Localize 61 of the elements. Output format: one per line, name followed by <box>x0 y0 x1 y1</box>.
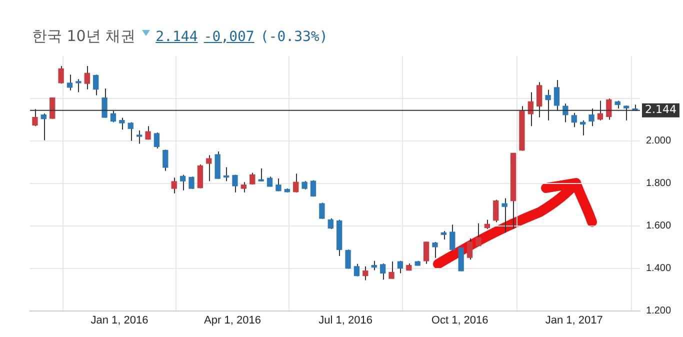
candlestick <box>258 168 264 182</box>
candlestick <box>397 260 404 274</box>
candlestick <box>58 65 64 84</box>
candlestick <box>40 113 46 141</box>
candlestick <box>276 178 282 192</box>
candlestick <box>136 130 142 144</box>
candlestick <box>571 112 577 128</box>
candlestick <box>476 222 482 247</box>
candlestick <box>362 266 368 281</box>
candlestick <box>380 262 386 280</box>
y-tick-label: 1.400 <box>646 263 672 274</box>
candlestick <box>180 174 186 191</box>
x-tick-label: Oct 1, 2016 <box>431 314 488 326</box>
candlestick <box>250 172 256 185</box>
candlestick <box>423 241 430 264</box>
candlestick <box>232 174 238 193</box>
candlestick <box>310 180 316 198</box>
candlestick <box>432 242 438 258</box>
candlestick <box>119 117 125 130</box>
candlestick <box>197 164 204 189</box>
candlestick <box>145 126 151 140</box>
candlestick <box>188 176 194 190</box>
candlestick <box>502 198 508 234</box>
candlestick <box>266 176 273 188</box>
candlestick <box>580 120 586 136</box>
candlestick <box>371 260 377 271</box>
candlestick <box>466 238 473 260</box>
candlestick <box>240 182 247 193</box>
candlestick <box>354 263 360 277</box>
candlestick <box>493 199 499 223</box>
candlestick <box>76 78 82 93</box>
candlestick <box>293 173 299 193</box>
text: -0,007 <box>204 28 254 44</box>
candlestick <box>206 154 212 182</box>
candlestick <box>128 122 134 142</box>
candlestick <box>458 246 464 272</box>
y-tick-label: 1.800 <box>646 178 672 190</box>
candlestick <box>154 132 160 149</box>
ref-line-label: 2.144 <box>644 103 676 116</box>
candlestick <box>223 166 230 182</box>
candlestick <box>345 249 351 270</box>
candlestick <box>162 149 168 172</box>
x-tick-label: Apr 1, 2016 <box>204 314 261 326</box>
candlestick <box>93 74 99 96</box>
y-tick-label: 2.000 <box>646 136 672 147</box>
text: 2.144 <box>156 28 198 44</box>
candlestick <box>484 219 490 230</box>
candlestick <box>319 202 325 220</box>
candlestick <box>66 74 73 91</box>
candlestick <box>171 177 177 194</box>
x-tick-label: Jul 1, 2016 <box>318 314 372 326</box>
candlestick <box>84 65 90 90</box>
y-tick-label: 1.600 <box>646 220 672 232</box>
candlestick <box>450 224 456 251</box>
x-tick-label: Jan 1, 2017 <box>545 314 603 326</box>
y-tick-label: 1.200 <box>646 306 672 317</box>
text: (-0.33%) <box>260 28 328 44</box>
chart-title: 한국 10년 채권 <box>32 27 136 46</box>
x-tick-label: Jan 1, 2016 <box>90 314 148 326</box>
candlestick <box>328 218 334 230</box>
candlestick <box>388 261 394 280</box>
